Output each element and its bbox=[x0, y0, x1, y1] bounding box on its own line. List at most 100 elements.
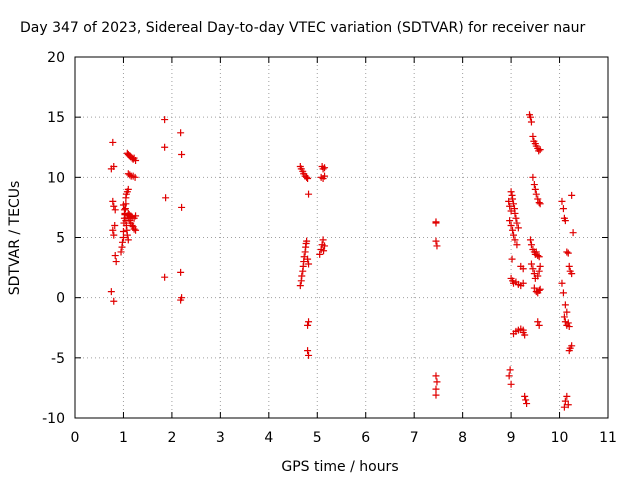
data-point bbox=[110, 202, 118, 210]
y-tick-label: 20 bbox=[47, 50, 65, 66]
data-point bbox=[535, 321, 543, 329]
data-point bbox=[161, 116, 169, 124]
data-point bbox=[177, 268, 185, 276]
x-tick-label: 3 bbox=[216, 430, 225, 446]
data-point bbox=[511, 236, 519, 244]
data-point bbox=[321, 164, 329, 172]
x-tick-label: 9 bbox=[507, 430, 516, 446]
data-point bbox=[130, 225, 138, 233]
data-point bbox=[506, 366, 514, 374]
y-tick-label: 10 bbox=[47, 170, 65, 186]
data-point bbox=[505, 372, 513, 380]
grid-lines bbox=[75, 57, 608, 418]
data-point bbox=[536, 285, 544, 293]
data-point bbox=[564, 249, 572, 257]
data-point bbox=[558, 279, 566, 287]
data-point bbox=[178, 294, 186, 302]
data-point bbox=[126, 171, 134, 179]
data-point bbox=[305, 351, 313, 359]
data-point bbox=[535, 286, 543, 294]
data-point bbox=[432, 391, 440, 399]
data-point bbox=[560, 313, 568, 321]
data-point bbox=[512, 214, 520, 222]
data-point bbox=[511, 209, 519, 217]
plot-frame bbox=[74, 56, 609, 419]
data-point bbox=[523, 400, 531, 408]
data-point bbox=[510, 231, 518, 239]
data-point bbox=[509, 226, 517, 234]
data-point bbox=[535, 267, 543, 275]
data-point bbox=[178, 203, 186, 211]
data-point bbox=[506, 217, 514, 225]
data-point bbox=[559, 205, 567, 213]
data-point bbox=[529, 132, 537, 140]
data-point bbox=[303, 173, 311, 181]
y-tick-label: -5 bbox=[51, 351, 65, 367]
data-point bbox=[560, 403, 568, 411]
y-tick-label: 5 bbox=[56, 231, 65, 247]
y-tick-label: 15 bbox=[47, 110, 65, 126]
data-point bbox=[107, 288, 115, 296]
x-tick-label: 6 bbox=[361, 430, 370, 446]
data-point bbox=[296, 282, 304, 290]
data-point bbox=[527, 118, 535, 126]
data-point bbox=[433, 378, 441, 386]
data-point bbox=[536, 146, 544, 154]
data-point bbox=[536, 262, 544, 270]
y-tick-label: -10 bbox=[42, 411, 65, 427]
data-point bbox=[432, 219, 440, 227]
data-point bbox=[532, 190, 540, 198]
data-point bbox=[128, 221, 136, 229]
data-point bbox=[107, 165, 115, 173]
data-point bbox=[110, 297, 118, 305]
data-point bbox=[530, 284, 538, 292]
x-tick-label: 1 bbox=[119, 430, 128, 446]
data-point bbox=[534, 318, 542, 326]
data-point bbox=[568, 270, 576, 278]
x-tick-label: 7 bbox=[410, 430, 419, 446]
x-tick-label: 10 bbox=[551, 430, 569, 446]
data-point bbox=[569, 229, 577, 237]
data-point bbox=[304, 321, 312, 329]
data-point bbox=[563, 248, 571, 256]
data-point bbox=[304, 347, 312, 355]
chart-title: Day 347 of 2023, Sidereal Day-to-day VTE… bbox=[20, 20, 586, 36]
y-axis-title: SDTVAR / TECUs bbox=[7, 181, 23, 296]
data-point bbox=[522, 396, 530, 404]
data-point bbox=[109, 138, 117, 146]
data-point bbox=[526, 236, 534, 244]
data-point bbox=[565, 323, 573, 331]
data-point bbox=[514, 224, 522, 232]
y-tick-label: 0 bbox=[56, 291, 65, 307]
data-point bbox=[433, 242, 441, 250]
data-point bbox=[132, 212, 140, 220]
data-point bbox=[118, 238, 126, 246]
data-point bbox=[305, 260, 313, 268]
data-point bbox=[109, 226, 117, 234]
data-point bbox=[506, 202, 514, 210]
data-point bbox=[432, 372, 440, 380]
data-point bbox=[316, 250, 324, 258]
x-tick-label: 4 bbox=[264, 430, 273, 446]
x-tick-label: 11 bbox=[599, 430, 617, 446]
data-point bbox=[507, 221, 515, 229]
data-point bbox=[509, 195, 517, 203]
data-point bbox=[124, 236, 132, 244]
data-point bbox=[508, 255, 516, 263]
data-point bbox=[507, 188, 515, 196]
data-point bbox=[507, 380, 515, 388]
data-point bbox=[432, 237, 440, 245]
data-point bbox=[558, 197, 566, 205]
data-point bbox=[534, 195, 542, 203]
data-point bbox=[321, 172, 329, 180]
data-point bbox=[535, 253, 543, 261]
data-point bbox=[513, 241, 521, 249]
data-point bbox=[303, 237, 311, 245]
data-point bbox=[534, 252, 542, 260]
axis-ticks: 0 1 2 3 4 5 6 7 8 9 10 11 -10 -5 0 5 10 15 20 bbox=[42, 50, 617, 446]
data-point bbox=[513, 219, 521, 227]
data-point bbox=[305, 190, 313, 198]
data-point bbox=[117, 248, 125, 256]
data-point bbox=[529, 173, 537, 181]
data-point bbox=[510, 200, 518, 208]
